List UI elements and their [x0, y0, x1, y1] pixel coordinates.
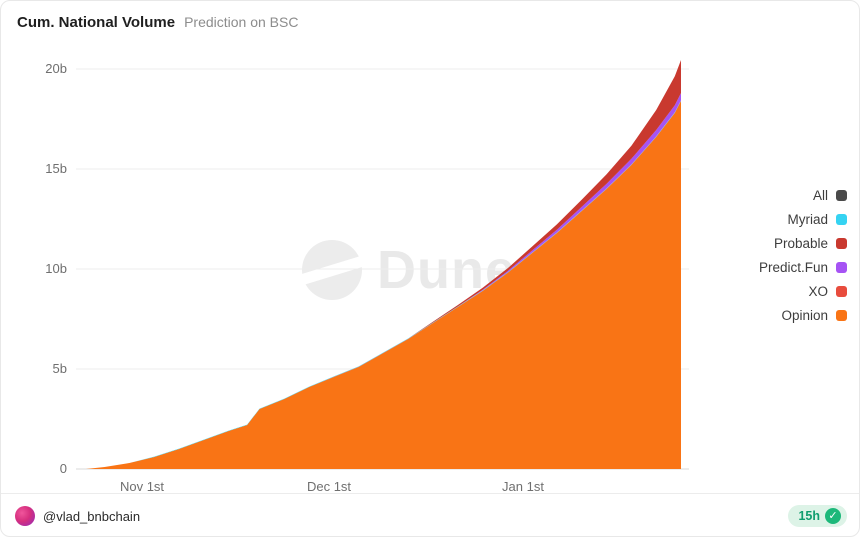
legend-swatch — [836, 261, 847, 273]
y-tick-10b: 10b — [45, 261, 67, 276]
footer: @vlad_bnbchain 15h ✓ — [1, 494, 859, 536]
footer-divider — [1, 493, 859, 494]
chart-legend: All Myriad Probable Predict.Fun XO Opini… — [759, 183, 847, 327]
chart-title: Cum. National Volume — [17, 14, 176, 31]
verified-check-icon: ✓ — [825, 508, 841, 524]
legend-item-predictfun[interactable]: Predict.Fun — [759, 255, 847, 279]
legend-swatch — [836, 309, 847, 321]
legend-swatch — [836, 237, 847, 249]
y-tick-15b: 15b — [45, 161, 67, 176]
legend-label: XO — [808, 283, 828, 299]
chart-subtitle: Prediction on BSC — [184, 14, 299, 30]
legend-item-xo[interactable]: XO — [759, 279, 847, 303]
x-tick-nov: Nov 1st — [119, 479, 165, 494]
refresh-age-text: 15h — [798, 509, 820, 523]
dune-watermark: Dune — [301, 239, 516, 301]
chart-header: Cum. National Volume Prediction on BSC — [17, 14, 298, 31]
dune-logo-icon — [301, 240, 363, 300]
legend-item-myriad[interactable]: Myriad — [759, 207, 847, 231]
author-avatar[interactable] — [15, 506, 35, 526]
legend-label: Myriad — [787, 211, 828, 227]
y-tick-0: 0 — [59, 461, 67, 476]
legend-swatch — [836, 285, 847, 297]
legend-label: All — [812, 187, 828, 203]
legend-item-all[interactable]: All — [759, 183, 847, 207]
y-tick-5b: 5b — [52, 361, 67, 376]
legend-swatch — [836, 189, 847, 201]
author-handle[interactable]: @vlad_bnbchain — [43, 508, 141, 524]
y-tick-20b: 20b — [45, 61, 67, 76]
refresh-age-badge[interactable]: 15h ✓ — [788, 505, 847, 527]
legend-label: Opinion — [781, 307, 828, 323]
legend-label: Probable — [773, 235, 828, 251]
legend-item-probable[interactable]: Probable — [759, 231, 847, 255]
x-tick-dec: Dec 1st — [306, 479, 352, 494]
x-tick-jan: Jan 1st — [502, 479, 544, 494]
legend-swatch — [836, 213, 847, 225]
legend-label: Predict.Fun — [758, 259, 828, 275]
legend-item-opinion[interactable]: Opinion — [759, 303, 847, 327]
